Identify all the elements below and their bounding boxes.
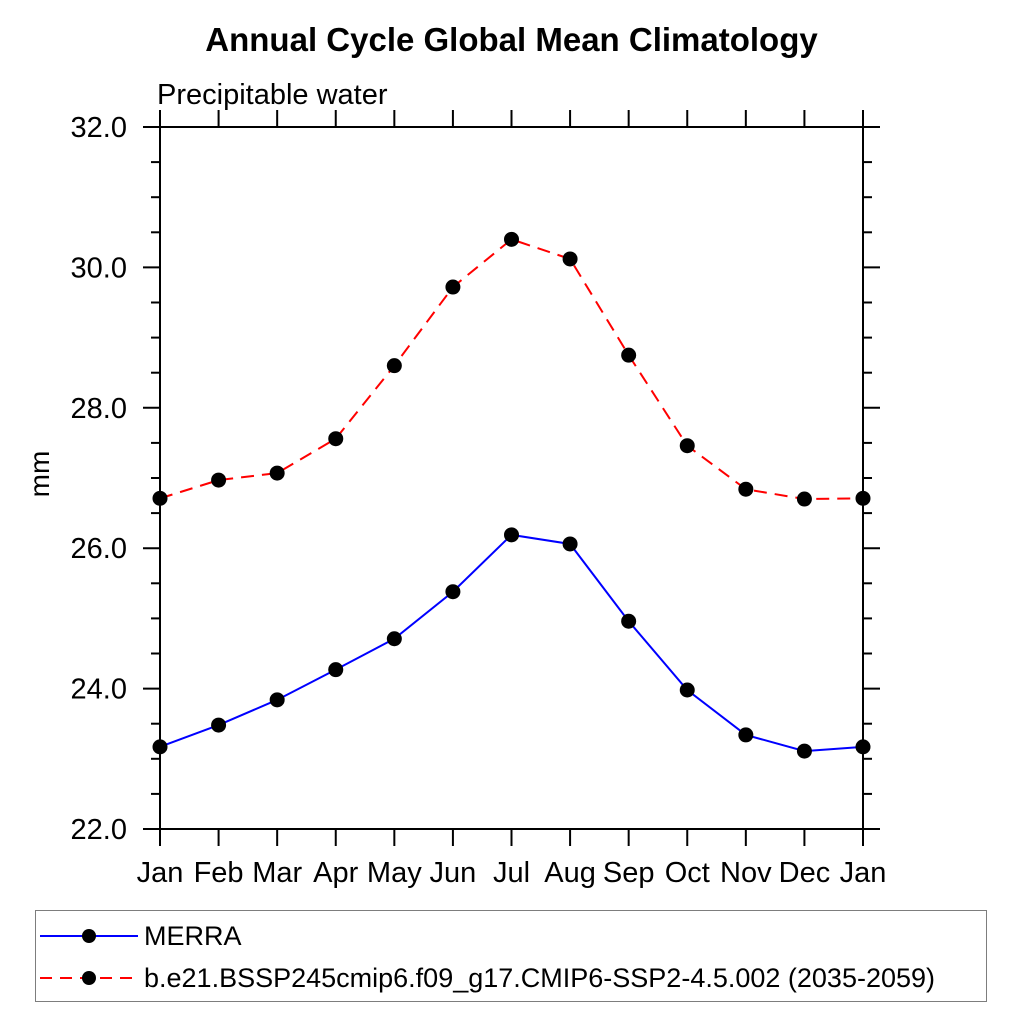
- legend-key-model-line-icon: [40, 971, 138, 985]
- svg-text:Dec: Dec: [779, 857, 831, 889]
- svg-text:Sep: Sep: [603, 857, 655, 889]
- svg-text:32.0: 32.0: [71, 112, 127, 144]
- legend-label-model: b.e21.BSSP245cmip6.f09_g17.CMIP6-SSP2-4.…: [144, 962, 936, 993]
- svg-text:Mar: Mar: [252, 857, 302, 889]
- legend-box: MERRA b.e21.BSSP245cmip6.f09_g17.CMIP6-S…: [35, 910, 987, 1002]
- legend-label-merra: MERRA: [144, 920, 242, 951]
- svg-text:Nov: Nov: [720, 857, 772, 889]
- svg-text:Apr: Apr: [313, 857, 358, 889]
- legend-item-merra: MERRA: [38, 915, 986, 957]
- svg-text:Jun: Jun: [430, 857, 477, 889]
- svg-text:Feb: Feb: [194, 857, 244, 889]
- svg-text:May: May: [367, 857, 422, 889]
- chart-title: Annual Cycle Global Mean Climatology: [205, 21, 818, 58]
- svg-text:Jul: Jul: [493, 857, 530, 889]
- chart-subtitle: Precipitable water: [157, 79, 388, 111]
- svg-text:Jan: Jan: [137, 857, 184, 889]
- svg-text:26.0: 26.0: [71, 533, 127, 565]
- svg-text:24.0: 24.0: [71, 674, 127, 706]
- svg-text:30.0: 30.0: [71, 252, 127, 284]
- svg-text:28.0: 28.0: [71, 393, 127, 425]
- legend-key-merra-line-icon: [40, 929, 138, 943]
- svg-text:Aug: Aug: [544, 857, 596, 889]
- svg-text:Jan: Jan: [840, 857, 887, 889]
- svg-text:22.0: 22.0: [71, 814, 127, 846]
- svg-text:Oct: Oct: [665, 857, 710, 889]
- legend-item-model: b.e21.BSSP245cmip6.f09_g17.CMIP6-SSP2-4.…: [38, 957, 986, 999]
